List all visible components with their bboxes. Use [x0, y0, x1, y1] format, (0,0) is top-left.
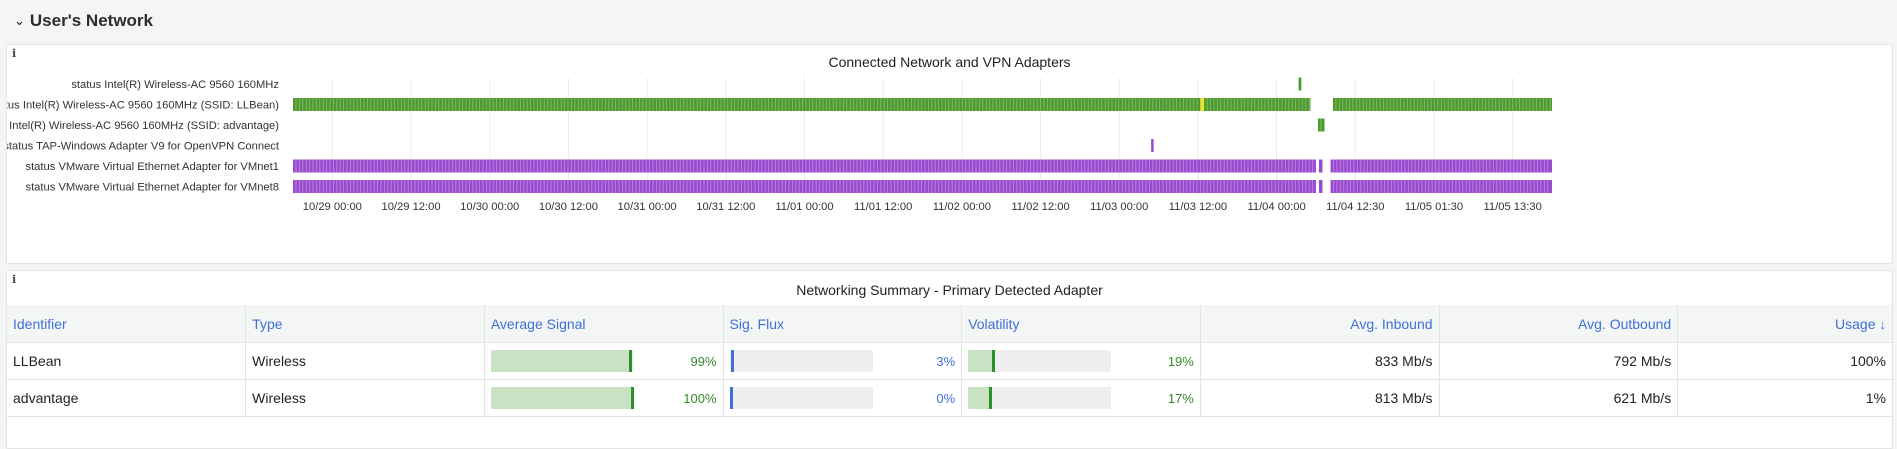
bar-gauge: 17% [968, 387, 1194, 409]
column-header-label: Avg. Inbound [1350, 315, 1433, 332]
status-segment [1298, 77, 1302, 91]
table-header-row: Identifier Type Average Signal Sig. Flux Vol… [7, 305, 1892, 343]
usage-cell: 100% [1677, 342, 1892, 380]
column-header[interactable]: Identifier [7, 305, 247, 343]
status-segment [293, 159, 1316, 173]
status-segment [1151, 139, 1154, 152]
column-header[interactable]: Avg. Inbound [1200, 305, 1440, 343]
status-segment [293, 98, 1311, 111]
x-tick-label: 10/31 00:00 [618, 201, 677, 213]
x-tick-label: 11/03 00:00 [1090, 201, 1148, 213]
status-segment [1318, 180, 1323, 193]
info-icon[interactable]: i [12, 273, 17, 286]
avg-outbound-cell: 792 Mb/s [1439, 342, 1679, 380]
gauge-value: 100% [683, 390, 717, 406]
x-tick-label: 10/29 12:00 [381, 201, 440, 213]
x-tick-label: 11/02 12:00 [1011, 201, 1069, 213]
chevron-down-icon[interactable]: ⌄ [14, 13, 25, 28]
x-tick-label: 11/03 12:00 [1169, 201, 1227, 213]
volatility-cell: 17% [961, 379, 1201, 417]
bar-gauge: 100% [490, 387, 717, 409]
x-tick-label: 10/30 00:00 [460, 201, 519, 213]
column-header-label: Type [252, 315, 283, 332]
sig-flux-cell: 3% [723, 342, 963, 380]
volatility-cell: 19% [961, 342, 1201, 380]
bar-gauge: 99% [490, 350, 717, 372]
type-cell: Wireless [245, 379, 485, 417]
timeline-panel: i Connected Network and VPN Adapters sta… [6, 44, 1893, 264]
column-header-label: Volatility [968, 315, 1020, 332]
column-header-label: Avg. Outbound [1578, 315, 1672, 332]
status-segment [1318, 159, 1323, 173]
gauge-value: 19% [1167, 353, 1194, 369]
panel-title: Networking Summary - Primary Detected Ad… [796, 282, 1103, 298]
avg-inbound-cell: 833 Mb/s [1200, 342, 1440, 380]
row-label: status Intel(R) Wireless-AC 9560 160MHz … [7, 120, 279, 132]
x-tick-label: 11/01 12:00 [854, 201, 912, 213]
bar-gauge: 0% [729, 387, 956, 409]
column-header-label: Identifier [13, 315, 67, 332]
status-segment [1330, 159, 1552, 173]
gauge-value: 3% [936, 353, 956, 369]
usage-cell: 1% [1677, 379, 1892, 417]
panel-title: Connected Network and VPN Adapters [828, 54, 1071, 70]
identifier-cell: LLBean [7, 342, 247, 380]
column-header-label: Average Signal [490, 315, 586, 332]
avg-outbound-cell: 621 Mb/s [1439, 379, 1679, 417]
info-icon[interactable]: i [12, 47, 17, 60]
summary-panel: i Networking Summary - Primary Detected … [6, 270, 1893, 449]
table-row[interactable]: advantage Wireless 100% 0% 17% 813 Mb/s 621 Mb… [7, 379, 1892, 417]
status-segment [1332, 98, 1552, 111]
column-header-label: Usage [1835, 315, 1876, 332]
section-title: User's Network [29, 11, 153, 30]
status-segment [293, 180, 1316, 193]
row-label: status VMware Virtual Ethernet Adapter f… [25, 182, 279, 194]
type-cell: Wireless [245, 342, 485, 380]
column-header[interactable]: Avg. Outbound [1439, 305, 1679, 343]
x-tick-label: 11/02 00:00 [933, 201, 991, 213]
gauge-value: 17% [1167, 390, 1194, 406]
column-header[interactable]: Volatility [961, 305, 1201, 343]
section-header[interactable]: ⌄ User's Network [0, 0, 1897, 42]
x-tick-label: 11/01 00:00 [775, 201, 833, 213]
column-header-label: Sig. Flux [729, 315, 784, 332]
column-header[interactable]: Sig. Flux [723, 305, 963, 343]
x-tick-label: 11/05 13:30 [1484, 201, 1542, 213]
average-signal-cell: 99% [484, 342, 724, 380]
table-row[interactable]: LLBean Wireless 99% 3% 19% 833 Mb/s 792 Mb/s 10… [7, 342, 1892, 380]
x-tick-label: 11/04 12:30 [1326, 201, 1384, 213]
column-header[interactable]: Average Signal [484, 305, 724, 343]
sort-descending-icon[interactable]: ↓ [1879, 316, 1887, 332]
x-tick-label: 10/30 12:00 [539, 201, 598, 213]
sig-flux-cell: 0% [723, 379, 963, 417]
bar-gauge: 3% [729, 350, 956, 372]
identifier-cell: advantage [7, 379, 247, 417]
column-header[interactable]: Type [245, 305, 485, 343]
avg-inbound-cell: 813 Mb/s [1200, 379, 1440, 417]
status-segment [1317, 118, 1325, 132]
gauge-value: 0% [936, 390, 956, 406]
row-label: status Intel(R) Wireless-AC 9560 160MHz … [7, 100, 279, 112]
x-tick-label: 11/05 01:30 [1405, 201, 1463, 213]
state-timeline-chart: status Intel(R) Wireless-AC 9560 160MHz s… [7, 77, 1552, 213]
status-highlight [1200, 98, 1205, 111]
average-signal-cell: 100% [484, 379, 724, 417]
row-label: status VMware Virtual Ethernet Adapter f… [25, 161, 279, 173]
status-segment [1330, 180, 1552, 193]
bar-gauge: 19% [968, 350, 1194, 372]
row-label: status TAP-Windows Adapter V9 for OpenVP… [7, 141, 280, 153]
column-header[interactable]: Usage ↓ [1677, 305, 1892, 343]
row-label: status Intel(R) Wireless-AC 9560 160MHz [71, 79, 279, 91]
x-tick-label: 10/31 12:00 [696, 201, 755, 213]
gauge-value: 99% [690, 353, 717, 369]
x-tick-label: 10/29 00:00 [303, 201, 362, 213]
summary-table: Identifier Type Average Signal Sig. Flux Vol… [7, 305, 1892, 417]
x-tick-label: 11/04 00:00 [1247, 201, 1305, 213]
